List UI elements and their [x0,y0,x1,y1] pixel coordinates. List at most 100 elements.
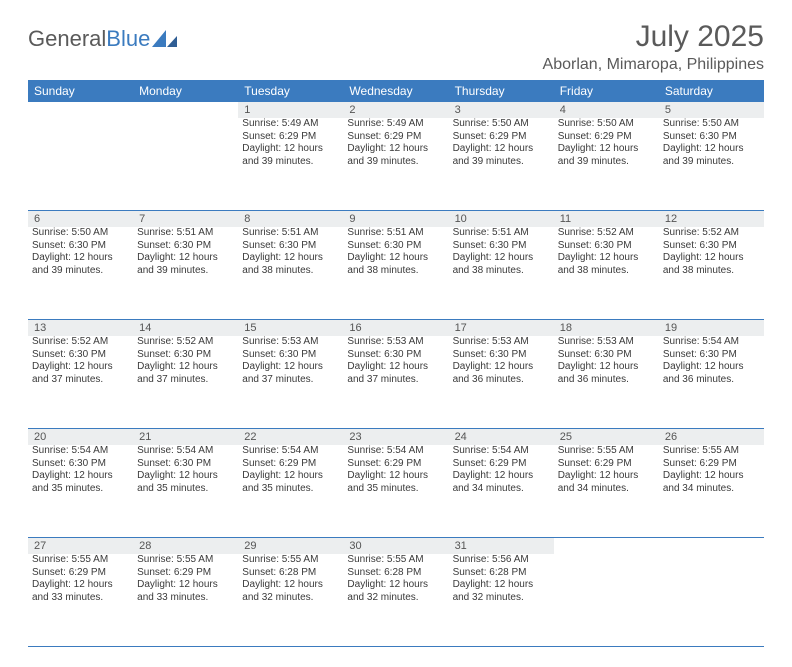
day-detail-line: and 36 minutes. [453,374,550,387]
day-detail-line: and 38 minutes. [663,265,760,278]
calendar-page: GeneralBlue July 2025 Aborlan, Mimaropa,… [0,0,792,667]
day-detail-line: Daylight: 12 hours [347,470,444,483]
day-detail-line: Sunrise: 5:51 AM [242,227,339,240]
day-detail-line: Daylight: 12 hours [242,143,339,156]
day-detail-line: and 39 minutes. [347,156,444,169]
day-cell: Sunrise: 5:50 AMSunset: 6:30 PMDaylight:… [28,227,133,320]
day-number: 21 [133,429,238,446]
day-detail-line: Sunrise: 5:54 AM [32,445,129,458]
day-detail-line: Sunset: 6:30 PM [453,240,550,253]
day-cell: Sunrise: 5:49 AMSunset: 6:29 PMDaylight:… [343,118,448,211]
day-detail-line: Sunrise: 5:52 AM [32,336,129,349]
day-cell [554,554,659,647]
day-detail-line: and 34 minutes. [453,483,550,496]
day-detail-line: and 39 minutes. [242,156,339,169]
day-number: 25 [554,429,659,446]
day-detail-line: Sunrise: 5:51 AM [347,227,444,240]
day-number [659,538,764,555]
day-detail-line: and 37 minutes. [347,374,444,387]
day-number: 22 [238,429,343,446]
day-detail-line: Daylight: 12 hours [347,252,444,265]
day-detail-line: and 33 minutes. [32,592,129,605]
day-detail-line: Sunrise: 5:52 AM [663,227,760,240]
day-cell: Sunrise: 5:53 AMSunset: 6:30 PMDaylight:… [343,336,448,429]
day-header: Sunday [28,80,133,102]
day-detail-line: Sunrise: 5:53 AM [242,336,339,349]
day-detail-line: and 39 minutes. [663,156,760,169]
day-detail-line: Daylight: 12 hours [453,470,550,483]
day-detail-line: and 33 minutes. [137,592,234,605]
day-detail-line: Sunset: 6:30 PM [242,240,339,253]
day-cell: Sunrise: 5:53 AMSunset: 6:30 PMDaylight:… [449,336,554,429]
day-detail-line: Daylight: 12 hours [558,361,655,374]
day-number [28,102,133,118]
day-number: 16 [343,320,448,337]
day-cell: Sunrise: 5:54 AMSunset: 6:30 PMDaylight:… [659,336,764,429]
day-detail-line: Sunset: 6:30 PM [137,240,234,253]
day-header: Saturday [659,80,764,102]
day-detail-line: Sunset: 6:30 PM [453,349,550,362]
day-detail-line: Sunset: 6:29 PM [663,458,760,471]
day-detail-line: Sunrise: 5:50 AM [558,118,655,131]
day-number: 6 [28,211,133,228]
day-detail-line: and 35 minutes. [137,483,234,496]
day-cell: Sunrise: 5:55 AMSunset: 6:29 PMDaylight:… [28,554,133,647]
day-detail-line: Sunrise: 5:52 AM [558,227,655,240]
day-detail-line: Sunset: 6:29 PM [347,131,444,144]
day-detail-line: Sunrise: 5:53 AM [347,336,444,349]
day-number: 9 [343,211,448,228]
page-header: GeneralBlue July 2025 Aborlan, Mimaropa,… [28,20,764,74]
day-detail-line: Sunset: 6:28 PM [347,567,444,580]
day-header-row: SundayMondayTuesdayWednesdayThursdayFrid… [28,80,764,102]
day-detail-line: Sunset: 6:30 PM [558,240,655,253]
day-detail-line: Sunrise: 5:49 AM [242,118,339,131]
day-detail-line: and 39 minutes. [137,265,234,278]
location-subtitle: Aborlan, Mimaropa, Philippines [543,56,764,74]
month-title: July 2025 [543,20,764,54]
day-detail-line: Daylight: 12 hours [242,361,339,374]
day-detail-line: Sunset: 6:29 PM [242,131,339,144]
day-cell [133,118,238,211]
day-cell: Sunrise: 5:54 AMSunset: 6:29 PMDaylight:… [343,445,448,538]
day-detail-line: and 38 minutes. [347,265,444,278]
day-cell: Sunrise: 5:54 AMSunset: 6:29 PMDaylight:… [238,445,343,538]
day-cell: Sunrise: 5:50 AMSunset: 6:30 PMDaylight:… [659,118,764,211]
day-cell [28,118,133,211]
day-detail-line: Sunset: 6:29 PM [347,458,444,471]
day-detail-line: Sunset: 6:29 PM [558,458,655,471]
day-detail-line: Daylight: 12 hours [347,361,444,374]
day-detail-line: Sunset: 6:30 PM [32,240,129,253]
day-detail-line: Sunrise: 5:50 AM [453,118,550,131]
day-header: Monday [133,80,238,102]
day-detail-line: Sunrise: 5:55 AM [347,554,444,567]
day-detail-line: Daylight: 12 hours [32,470,129,483]
day-header: Tuesday [238,80,343,102]
day-detail-line: Sunset: 6:30 PM [242,349,339,362]
day-detail-line: Sunrise: 5:55 AM [663,445,760,458]
week-row: Sunrise: 5:49 AMSunset: 6:29 PMDaylight:… [28,118,764,211]
week-row: Sunrise: 5:54 AMSunset: 6:30 PMDaylight:… [28,445,764,538]
day-number: 30 [343,538,448,555]
day-detail-line: Sunrise: 5:53 AM [453,336,550,349]
day-cell: Sunrise: 5:50 AMSunset: 6:29 PMDaylight:… [554,118,659,211]
day-detail-line: Sunrise: 5:56 AM [453,554,550,567]
day-detail-line: Daylight: 12 hours [347,143,444,156]
day-detail-line: Daylight: 12 hours [663,252,760,265]
day-detail-line: and 35 minutes. [32,483,129,496]
day-detail-line: Sunset: 6:29 PM [32,567,129,580]
day-detail-line: Daylight: 12 hours [663,470,760,483]
day-number-row: 12345 [28,102,764,118]
day-detail-line: and 38 minutes. [453,265,550,278]
day-detail-line: Daylight: 12 hours [32,579,129,592]
day-cell: Sunrise: 5:54 AMSunset: 6:30 PMDaylight:… [133,445,238,538]
day-cell: Sunrise: 5:52 AMSunset: 6:30 PMDaylight:… [554,227,659,320]
day-detail-line: Sunrise: 5:54 AM [453,445,550,458]
day-detail-line: and 35 minutes. [242,483,339,496]
day-detail-line: Daylight: 12 hours [32,252,129,265]
day-detail-line: and 39 minutes. [558,156,655,169]
day-detail-line: Daylight: 12 hours [453,252,550,265]
day-number: 17 [449,320,554,337]
day-detail-line: Sunrise: 5:54 AM [347,445,444,458]
day-detail-line: Sunrise: 5:55 AM [558,445,655,458]
day-detail-line: and 38 minutes. [242,265,339,278]
